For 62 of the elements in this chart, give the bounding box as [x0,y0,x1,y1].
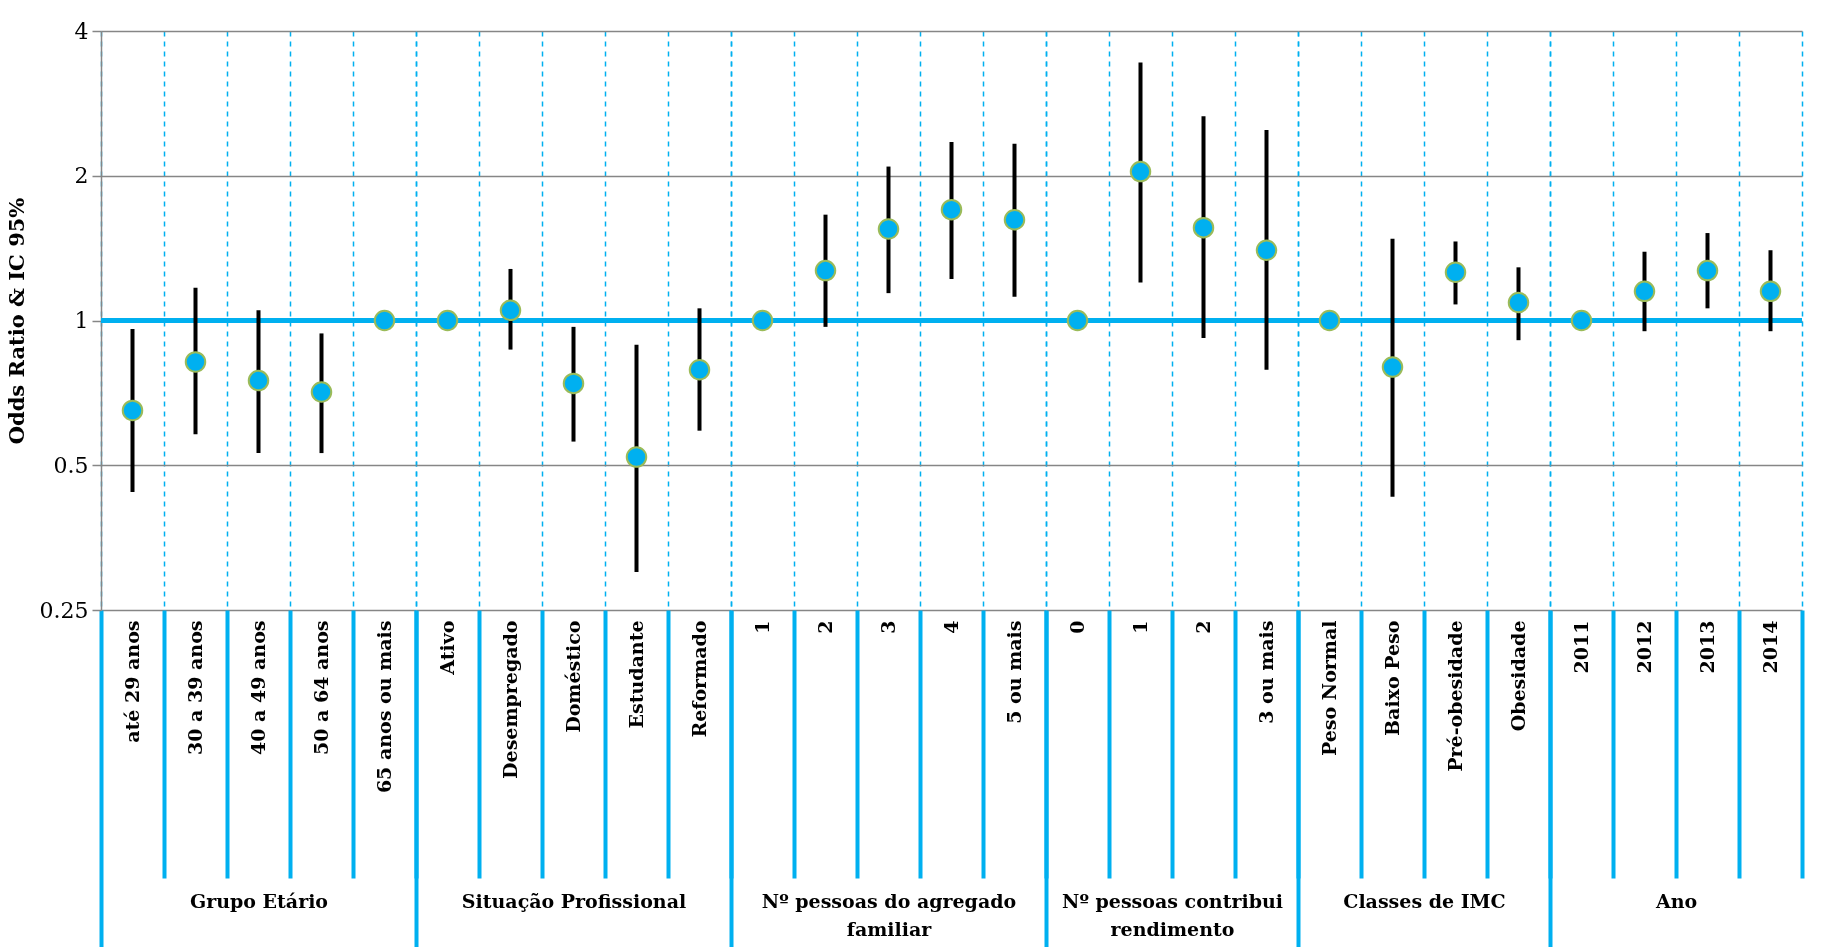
point [499,299,522,322]
x-tick-label: Peso Normal [1318,620,1340,757]
point [1003,209,1026,231]
point [373,309,396,332]
point [436,309,459,332]
point [1066,309,1089,332]
x-tick-label: 3 ou mais [1255,620,1277,724]
x-tick-label: 2014 [1759,620,1781,674]
x-tick-label: 65 anos ou mais [373,620,395,794]
x-tick-label: Estudante [625,620,647,729]
x-axis-title: Classes de IMC [1343,889,1506,912]
point [121,399,144,422]
x-tick-label: até 29 anos [121,620,143,743]
x-tick-label: 2 [814,620,836,634]
point [1318,309,1341,332]
x-tick-label: 3 [877,620,899,634]
point [751,309,774,332]
point [184,351,207,373]
x-tick-label: Desempregado [499,620,521,779]
point [940,198,963,221]
x-axis-title: Nº pessoas do agregado familiar [761,889,1017,940]
point [247,369,270,392]
x-tick-label: Baixo Peso [1381,620,1403,736]
x-tick-label: Ativo [436,620,458,676]
x-tick-label: 30 a 39 anos [184,620,206,756]
x-tick-label: 1 [1129,620,1151,634]
point [310,381,333,403]
point [877,218,900,240]
y-tick-label: 0.25 [39,597,89,623]
x-tick-label: 40 a 49 anos [247,620,269,756]
point [1255,239,1278,261]
point [1129,160,1152,183]
point [625,446,648,468]
x-axis-title: Nº pessoas contribui rendimento [1062,889,1283,940]
x-axis-title: Situação Profissional [461,889,687,912]
x-tick-label: 2012 [1633,620,1655,674]
point [1381,356,1404,378]
x-tick-label: 1 [751,620,773,634]
y-tick-label: 4 [74,18,89,44]
point [688,359,711,381]
x-tick-label: 5 ou mais [1003,620,1025,724]
point [1444,261,1467,283]
point [1507,291,1530,314]
x-tick-label: 4 [940,620,962,634]
y-tick-label: 2 [74,163,89,189]
x-tick-label: Obesidade [1507,620,1529,732]
y-axis-title: Odds Ratio & IC 95% [3,197,29,445]
x-axis-title: Ano [1654,889,1698,912]
x-tick-label: 50 a 64 anos [310,620,332,756]
x-tick-label: Pré-obesidade [1444,620,1466,772]
x-axis-title: Grupo Etário [189,889,329,912]
x-tick-label: Doméstico [562,620,584,733]
x-tick-label: 0 [1066,620,1088,634]
point [1192,216,1215,239]
x-tick-label: 2011 [1570,620,1592,674]
x-tick-label: Reformado [688,620,710,738]
point [562,372,585,395]
y-tick-label: 1 [74,308,89,333]
point [814,259,837,282]
y-tick-label: 0.5 [53,452,89,478]
x-tick-label: 2013 [1696,620,1718,674]
x-tick-label: 2 [1192,620,1214,634]
